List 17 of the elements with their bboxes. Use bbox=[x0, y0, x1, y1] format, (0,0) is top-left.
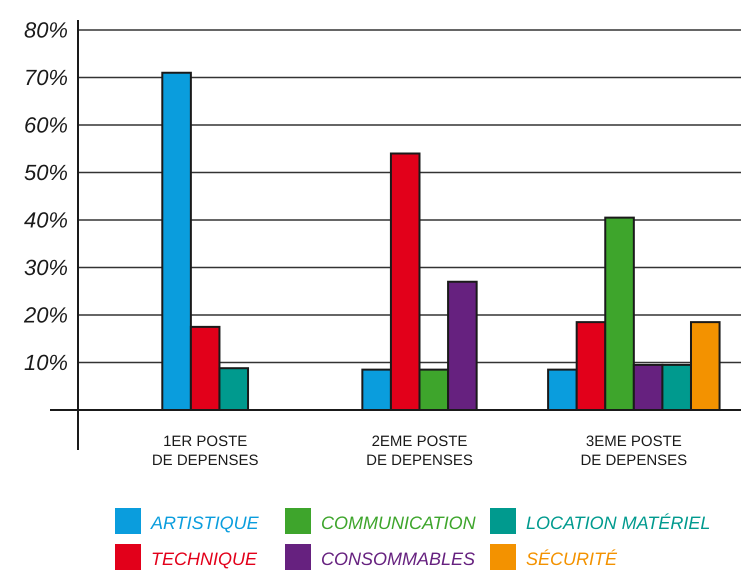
y-tick-label: 50% bbox=[24, 160, 68, 186]
legend-label: CONSOMMABLES bbox=[321, 549, 476, 569]
y-tick-label: 30% bbox=[24, 255, 68, 280]
legend-label: ARTISTIQUE bbox=[150, 513, 260, 533]
legend-label: SÉCURITÉ bbox=[526, 549, 618, 569]
y-tick-label: 70% bbox=[24, 65, 68, 90]
y-tick-label: 40% bbox=[24, 208, 68, 233]
y-tick-label: 60% bbox=[24, 112, 68, 138]
y-tick-label: 20% bbox=[22, 302, 68, 328]
legend-label: COMMUNICATION bbox=[321, 513, 477, 533]
y-tick-label: 10% bbox=[24, 350, 68, 376]
y-tick-label: 80% bbox=[24, 18, 68, 43]
legend-label: LOCATION MATÉRIEL bbox=[526, 513, 710, 533]
x-tick-label: 2EME POSTE DE DEPENSES bbox=[366, 433, 473, 469]
x-tick-label: 3EME POSTE DE DEPENSES bbox=[580, 433, 688, 469]
legend-label: TECHNIQUE bbox=[151, 549, 258, 569]
x-tick-label: 1ER POSTE DE DEPENSES bbox=[152, 433, 259, 469]
